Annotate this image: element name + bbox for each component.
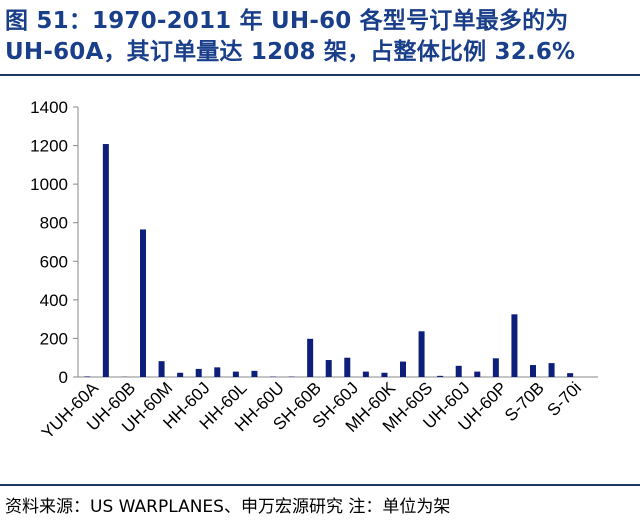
- bar-mh-60k: [381, 372, 388, 377]
- y-tick-label: 600: [40, 252, 68, 271]
- bar-uh-60ja: [474, 371, 481, 377]
- y-tick-label: 1400: [30, 98, 68, 117]
- x-tick-label: S-70i: [543, 378, 584, 419]
- bar-uh-60m: [158, 361, 165, 377]
- bar-uh-60j: [455, 365, 462, 377]
- bar-s-70i: [567, 373, 574, 377]
- bar-sh-60j: [344, 357, 351, 377]
- y-tick-label: 800: [40, 214, 68, 233]
- bar-sh-60f: [325, 360, 332, 377]
- bar-sh-60b: [307, 338, 314, 377]
- bar-uh-60p: [492, 358, 499, 377]
- bar-sh-60k: [362, 371, 369, 377]
- bar-hh-60m: [251, 370, 258, 377]
- y-tick-label: 0: [59, 368, 68, 387]
- bar-s-70b: [530, 365, 536, 377]
- footer-divider: [0, 484, 640, 486]
- bar-hh-60h: [214, 367, 221, 377]
- y-tick-label: 400: [40, 291, 68, 310]
- bar-hh-60j: [195, 368, 202, 377]
- title-divider: [0, 74, 640, 76]
- bar-mh-60l: [400, 361, 406, 377]
- y-tick-label: 1200: [30, 137, 68, 156]
- bar-mh-60s: [418, 331, 425, 377]
- bar-yuh-60a: [84, 376, 91, 377]
- y-tick-label: 1000: [30, 175, 68, 194]
- bar-uh-60l: [140, 229, 146, 377]
- bar-hh-60l: [232, 371, 239, 377]
- bar-s-70c: [548, 363, 555, 377]
- bar-s-70a: [511, 314, 518, 377]
- bar-mh-60r: [437, 375, 444, 377]
- source-note: 资料来源：US WARPLANES、申万宏源研究 注：单位为架: [5, 497, 451, 517]
- chart-title: 图 51：1970-2011 年 UH-60 各型号订单最多的为 UH-60A，…: [5, 8, 576, 65]
- x-tick-label: S-70B: [501, 378, 548, 425]
- bar-uh-60a: [102, 144, 109, 377]
- y-tick-label: 200: [40, 329, 68, 348]
- bar-chart: 0200400600800100012001400YUH-60AUH-60BUH…: [30, 98, 598, 443]
- bar-uh-60q: [177, 372, 184, 377]
